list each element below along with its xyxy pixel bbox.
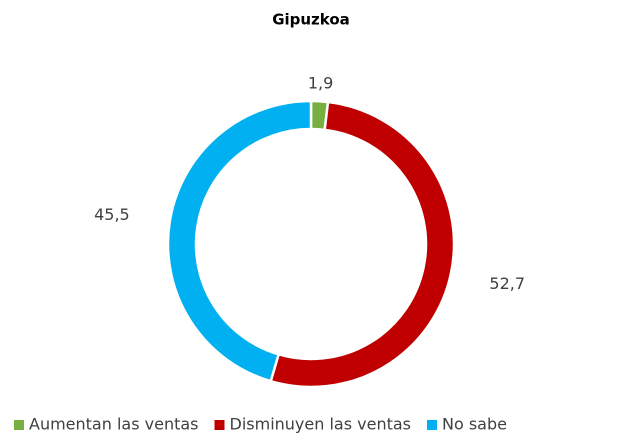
legend-marker bbox=[427, 420, 437, 430]
donut-segment bbox=[166, 99, 313, 383]
donut-segment bbox=[269, 100, 456, 389]
legend-marker bbox=[14, 420, 24, 430]
chart-title: Gipuzkoa bbox=[272, 11, 350, 29]
legend-label: Disminuyen las ventas bbox=[230, 415, 412, 434]
data-label: 1,9 bbox=[308, 74, 333, 93]
legend-label: No sabe bbox=[442, 415, 507, 434]
data-label: 45,5 bbox=[94, 205, 130, 224]
legend-label: Aumentan las ventas bbox=[29, 415, 199, 434]
legend-marker bbox=[214, 420, 225, 430]
data-label: 52,7 bbox=[489, 274, 525, 293]
